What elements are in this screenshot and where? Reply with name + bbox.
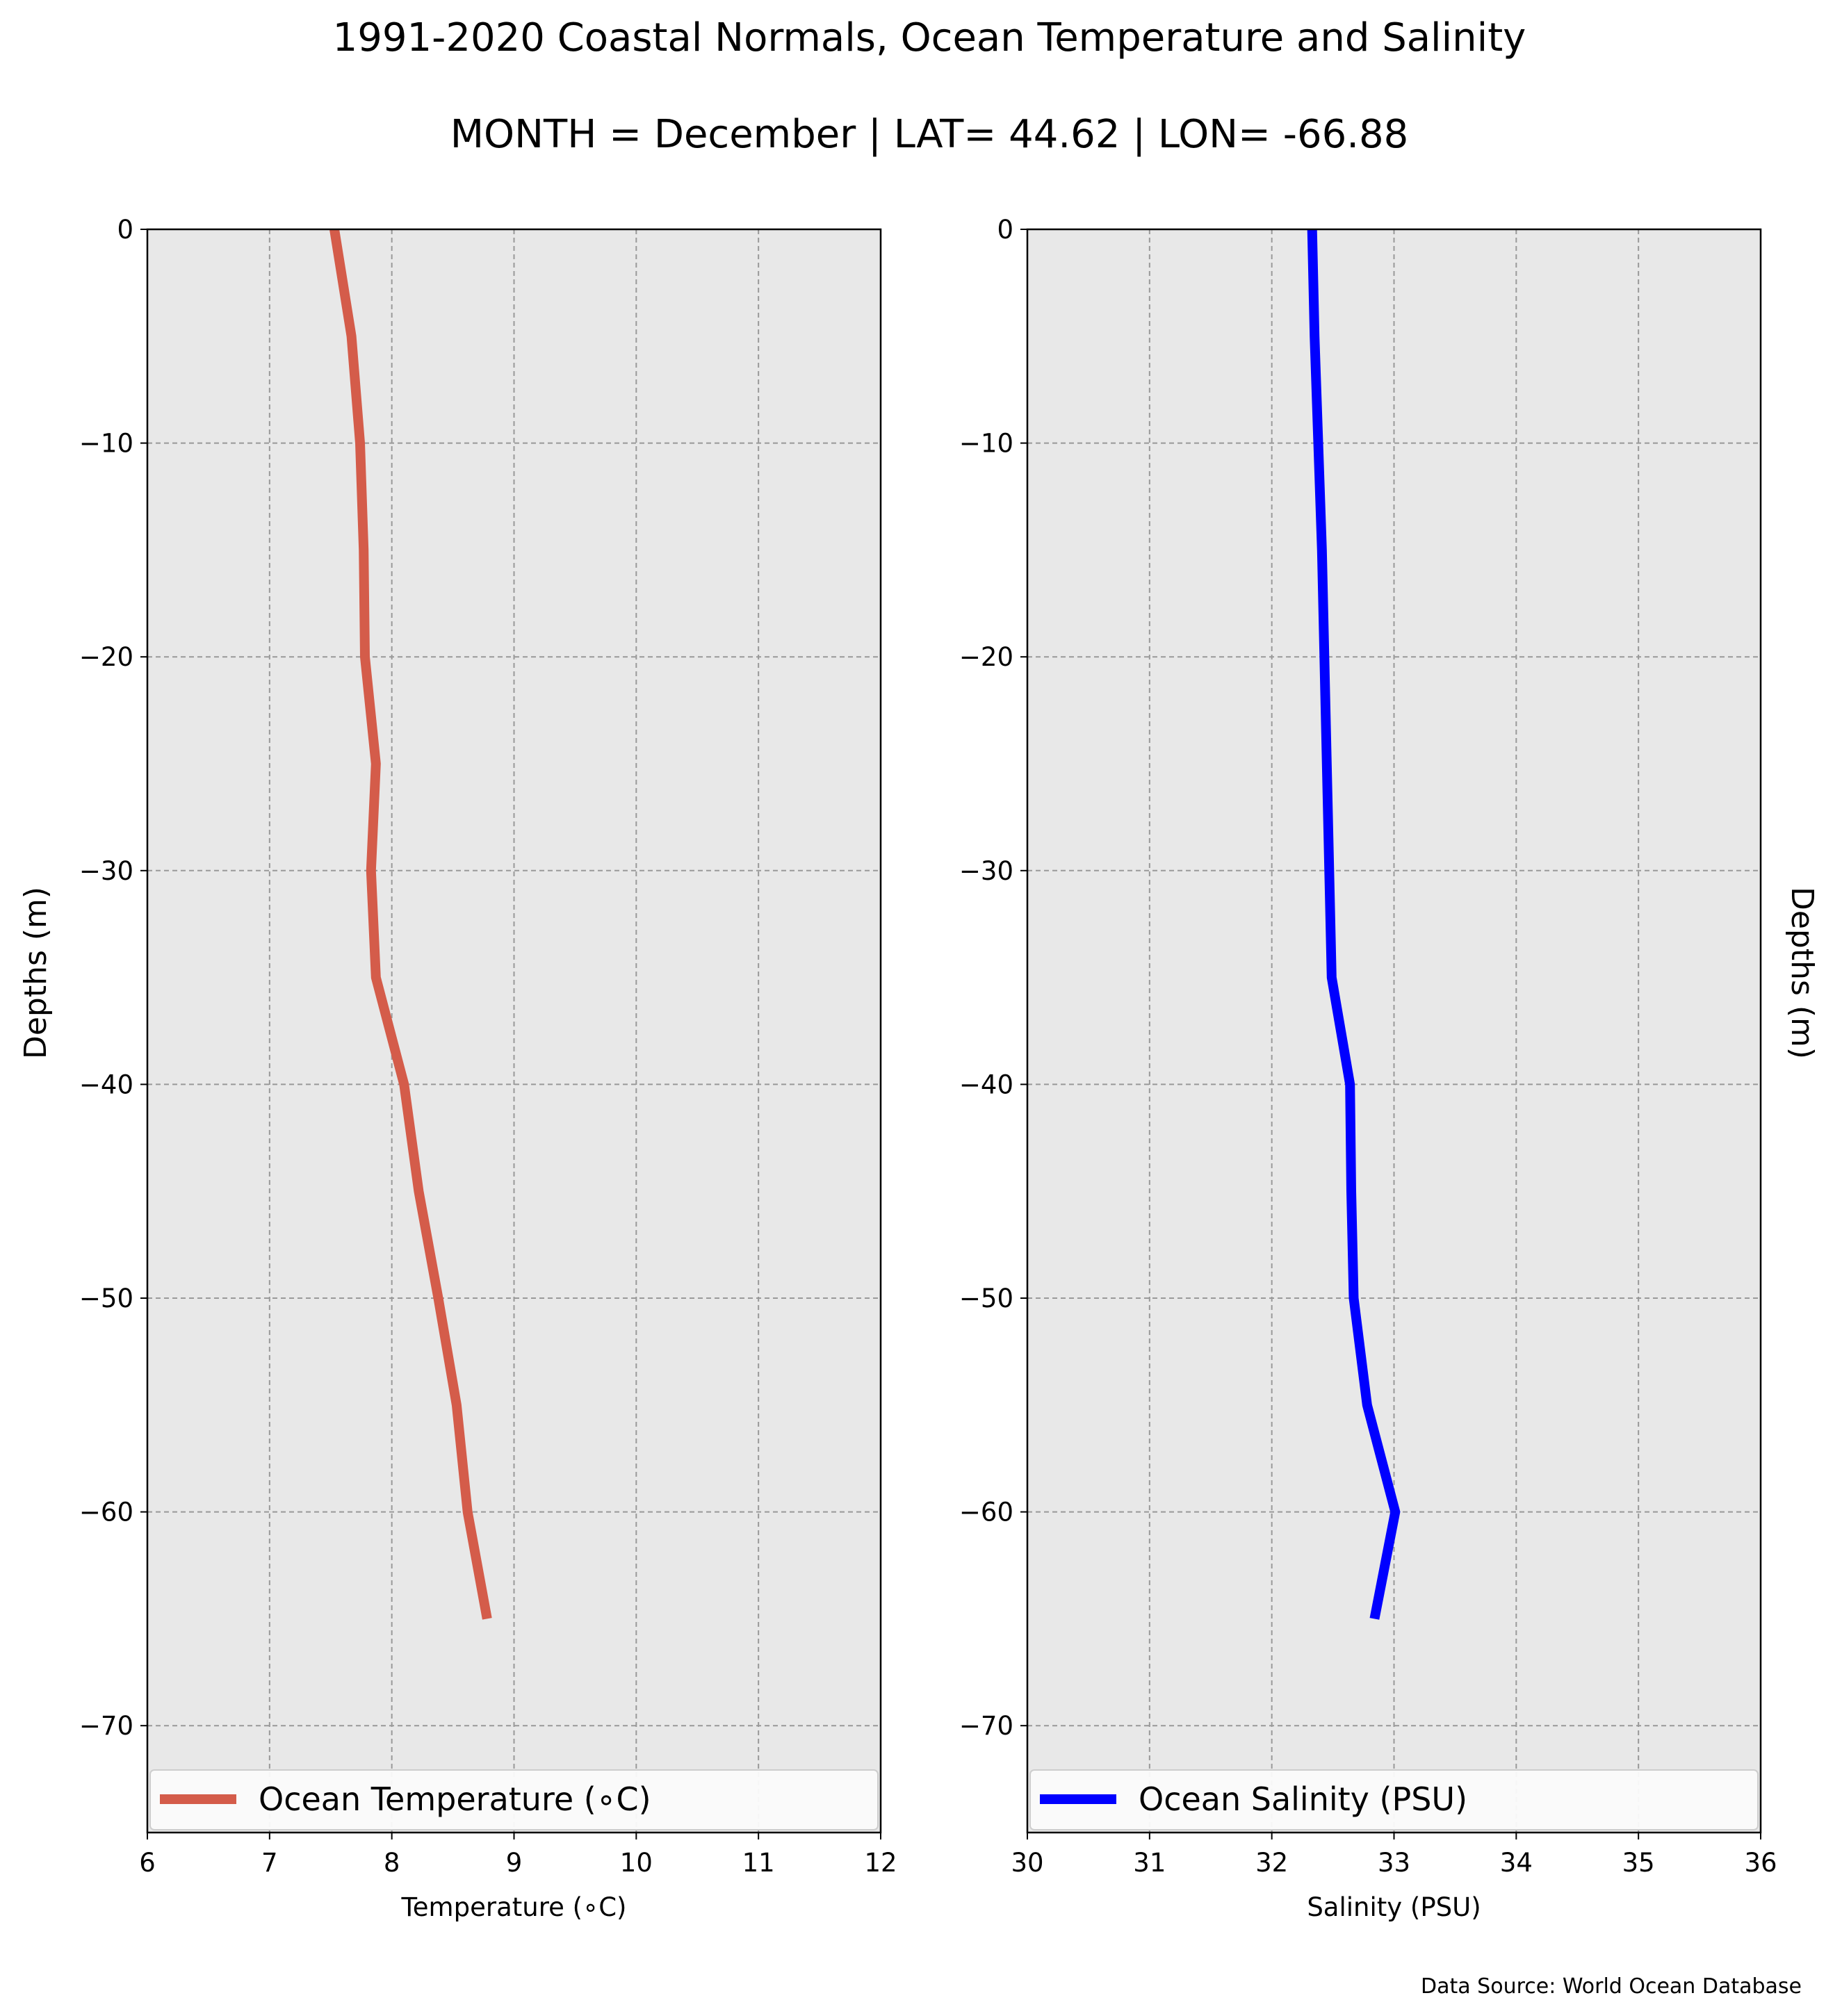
temperature-panel: Ocean Temperature (∘C) 6 7 8 9 10 11 12 0 −10 −20 −… xyxy=(79,215,897,1922)
salinity-y-tick-label: −60 xyxy=(959,1498,1013,1527)
temperature-x-tick-label: 7 xyxy=(261,1848,278,1878)
salinity-y-tick-label: −70 xyxy=(959,1711,1013,1741)
temperature-x-tick-label: 6 xyxy=(139,1848,156,1878)
temperature-x-tick-label: 10 xyxy=(620,1848,653,1878)
salinity-legend-label: Ocean Salinity (PSU) xyxy=(1139,1780,1467,1818)
salinity-y-tick-label: −20 xyxy=(959,642,1013,672)
salinity-x-axis-label: Salinity (PSU) xyxy=(1307,1892,1481,1922)
left-y-axis-label: Depths (m) xyxy=(18,887,54,1059)
temperature-legend-label: Ocean Temperature (∘C) xyxy=(259,1780,651,1818)
temperature-x-axis-label: Temperature (∘C) xyxy=(400,1892,626,1922)
chart-title-line1: 1991-2020 Coastal Normals, Ocean Tempera… xyxy=(333,15,1526,60)
temperature-y-tick-label: 0 xyxy=(117,215,133,245)
temperature-x-tick-label: 11 xyxy=(742,1848,775,1878)
salinity-legend: Ocean Salinity (PSU) xyxy=(1029,1769,1759,1830)
salinity-y-tick-label: −40 xyxy=(959,1070,1013,1099)
salinity-y-tick-label: −50 xyxy=(959,1284,1013,1313)
salinity-x-tick-label: 31 xyxy=(1133,1848,1166,1878)
salinity-y-tick-label: −30 xyxy=(959,856,1013,886)
temperature-y-tick-label: −10 xyxy=(79,429,133,459)
temperature-y-tick-label: −30 xyxy=(79,856,133,886)
salinity-x-tick-label: 35 xyxy=(1622,1848,1655,1878)
temperature-y-tick-label: −70 xyxy=(79,1711,133,1741)
salinity-legend-box xyxy=(1029,1769,1759,1830)
temperature-y-tick-label: −60 xyxy=(79,1498,133,1527)
salinity-series-line xyxy=(1307,229,1401,1620)
salinity-x-tick-label: 34 xyxy=(1500,1848,1533,1878)
salinity-y-tick-label: 0 xyxy=(997,215,1013,245)
temperature-x-tick-label: 9 xyxy=(506,1848,523,1878)
temperature-x-tick-label: 12 xyxy=(864,1848,897,1878)
right-y-axis-label: Depths (m) xyxy=(1784,887,1820,1059)
temperature-legend-box xyxy=(149,1769,879,1830)
temperature-y-tick-label: −40 xyxy=(79,1070,133,1099)
temperature-x-tick-label: 8 xyxy=(384,1848,400,1878)
salinity-x-tick-label: 36 xyxy=(1744,1848,1777,1878)
salinity-x-tick-label: 32 xyxy=(1255,1848,1288,1878)
temperature-y-tick-label: −50 xyxy=(79,1284,133,1313)
chart-title-line2: MONTH = December | LAT= 44.62 | LON= -66… xyxy=(450,112,1409,157)
temperature-series-line xyxy=(329,228,492,1620)
salinity-x-tick-label: 30 xyxy=(1011,1848,1043,1878)
data-source-note: Data Source: World Ocean Database xyxy=(1421,1974,1802,1999)
salinity-x-tick-label: 33 xyxy=(1378,1848,1410,1878)
salinity-panel: Ocean Salinity (PSU) 30 31 32 33 34 35 36 0 −10 −2… xyxy=(959,215,1777,1922)
temperature-y-tick-label: −20 xyxy=(79,642,133,672)
salinity-y-tick-label: −10 xyxy=(959,429,1013,459)
temperature-legend: Ocean Temperature (∘C) xyxy=(149,1769,879,1830)
